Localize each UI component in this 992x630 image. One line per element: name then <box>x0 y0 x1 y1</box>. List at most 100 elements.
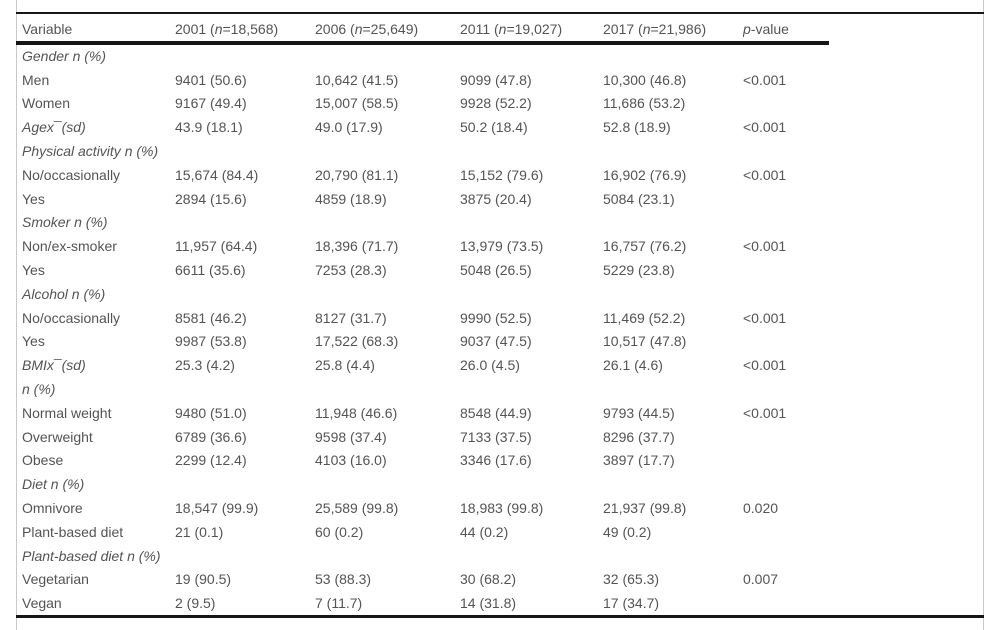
value-cell: 11,686 (53.2) <box>603 95 686 112</box>
p-value-cell <box>743 449 984 473</box>
value-cell: 25.3 (4.2) <box>175 357 235 374</box>
value-cell: 11,948 (46.6) <box>315 404 398 421</box>
value-cell: 26.1 (4.6) <box>603 357 663 374</box>
row-label: Yes <box>22 190 45 207</box>
cohort-summary-table: Variable 2001 (n=18,568) 2006 (n=25,649)… <box>16 12 984 619</box>
value-cell: 25.8 (4.4) <box>315 357 375 374</box>
value-cell: 9987 (53.8) <box>175 333 247 350</box>
value-cell: 15,674 (84.4) <box>175 166 259 183</box>
row-label: Overweight <box>22 428 93 445</box>
value-cell: 32 (65.3) <box>603 571 660 588</box>
value-cell: 9167 (49.4) <box>175 95 247 112</box>
value-cell: 13,979 (73.5) <box>460 238 544 255</box>
value-cell: 9793 (44.5) <box>603 404 675 421</box>
value-cell: 52.8 (18.9) <box>603 119 671 136</box>
section-label: Alcohol n (%) <box>22 285 106 302</box>
value-cell: 8581 (46.2) <box>175 309 247 326</box>
value-cell: 17,522 (68.3) <box>315 333 399 350</box>
value-cell: 14 (31.8) <box>460 595 517 612</box>
table-row: Agex¯(sd) 43.9 (18.1) 49.0 (17.9) 50.2 (18.… <box>16 115 984 139</box>
row-label: BMIx¯(sd) <box>22 357 86 374</box>
section-row: Smoker n (%) <box>16 211 984 235</box>
section-label: Plant-based diet n (%) <box>22 547 161 564</box>
column-header-2011: 2011 (n=19,027) <box>460 13 603 44</box>
table-body: Gender n (%) Men 9401 (50.6) 10,642 (41.5) 9… <box>16 44 984 617</box>
n-count: =25,649) <box>362 21 419 37</box>
row-label: Vegan <box>22 595 62 612</box>
value-cell: 5229 (23.8) <box>603 262 675 279</box>
header-row: Variable 2001 (n=18,568) 2006 (n=25,649)… <box>16 13 984 44</box>
value-cell: 10,517 (47.8) <box>603 333 687 350</box>
table-row: Obese 2299 (12.4) 4103 (16.0) 3346 (17.6) 38… <box>16 449 984 473</box>
table-row: Omnivore 18,547 (99.9) 25,589 (99.8) 18,983… <box>16 496 984 520</box>
section-row: Physical activity n (%) <box>16 139 984 163</box>
value-cell: 8127 (31.7) <box>315 309 387 326</box>
n-count: =21,986) <box>650 21 707 37</box>
year-label: 2006 ( <box>315 21 355 37</box>
value-cell: 11,469 (52.2) <box>603 309 686 326</box>
table-row: Non/ex-smoker 11,957 (64.4) 18,396 (71.7) 1… <box>16 234 984 258</box>
row-label: Omnivore <box>22 500 83 517</box>
p-value-cell <box>743 520 984 544</box>
value-cell: 18,547 (99.9) <box>175 500 259 517</box>
column-header-pvalue: p-value <box>743 13 984 44</box>
value-cell: 2299 (12.4) <box>175 452 247 469</box>
table-row: Yes 6611 (35.6) 7253 (28.3) 5048 (26.5) 5229… <box>16 258 984 282</box>
value-cell: 8296 (37.7) <box>603 428 675 445</box>
p-value-cell: <0.001 <box>743 166 787 183</box>
column-header-2017: 2017 (n=21,986) <box>603 13 743 44</box>
value-cell: 8548 (44.9) <box>460 404 532 421</box>
year-label: 2001 ( <box>175 21 215 37</box>
value-cell: 4103 (16.0) <box>315 452 387 469</box>
value-cell: 7 (11.7) <box>315 595 363 612</box>
p-value-cell: <0.001 <box>743 404 787 421</box>
table-header: Variable 2001 (n=18,568) 2006 (n=25,649)… <box>16 13 984 44</box>
value-cell: 25,589 (99.8) <box>315 500 399 517</box>
p-value-label: -value <box>750 21 789 37</box>
value-cell: 3897 (17.7) <box>603 452 675 469</box>
value-cell: 21 (0.1) <box>175 523 224 540</box>
row-label: No/occasionally <box>22 166 121 183</box>
n-symbol: n <box>354 21 363 37</box>
row-label: Plant-based diet <box>22 523 124 540</box>
page-left-border <box>16 0 17 630</box>
value-cell: 4859 (18.9) <box>315 190 387 207</box>
row-label: No/occasionally <box>22 309 121 326</box>
p-value-cell <box>743 258 984 282</box>
value-cell: 43.9 (18.1) <box>175 119 243 136</box>
table-row: Yes 2894 (15.6) 4859 (18.9) 3875 (20.4) 5084… <box>16 187 984 211</box>
n-count: =18,568) <box>222 21 279 37</box>
value-cell: 60 (0.2) <box>315 523 364 540</box>
p-value-cell <box>743 187 984 211</box>
value-cell: 16,757 (76.2) <box>603 238 687 255</box>
value-cell: 18,983 (99.8) <box>460 500 544 517</box>
table-row: Normal weight 9480 (51.0) 11,948 (46.6) 854… <box>16 401 984 425</box>
row-label: Yes <box>22 333 45 350</box>
section-row: n (%) <box>16 377 984 401</box>
value-cell: 15,007 (58.5) <box>315 95 399 112</box>
p-value-cell: 0.020 <box>743 500 779 517</box>
table-row: Plant-based diet 21 (0.1) 60 (0.2) 44 (0.2)… <box>16 520 984 544</box>
row-label: Agex¯(sd) <box>22 119 86 136</box>
value-cell: 3346 (17.6) <box>460 452 532 469</box>
n-symbol: n <box>498 21 507 37</box>
value-cell: 5048 (26.5) <box>460 262 532 279</box>
value-cell: 18,396 (71.7) <box>315 238 399 255</box>
p-value-cell <box>743 425 984 449</box>
value-cell: 9480 (51.0) <box>175 404 247 421</box>
n-symbol: n <box>642 21 651 37</box>
value-cell: 30 (68.2) <box>460 571 517 588</box>
value-cell: 9990 (52.5) <box>460 309 532 326</box>
section-label: Smoker n (%) <box>22 214 108 231</box>
value-cell: 19 (90.5) <box>175 571 232 588</box>
table-row: BMIx¯(sd) 25.3 (4.2) 25.8 (4.4) 26.0 (4.5) 2… <box>16 353 984 377</box>
value-cell: 2894 (15.6) <box>175 190 247 207</box>
section-label: Diet n (%) <box>22 476 85 493</box>
section-row: Gender n (%) <box>16 44 984 68</box>
row-label: Men <box>22 71 50 88</box>
p-value-cell: <0.001 <box>743 357 787 374</box>
value-cell: 6611 (35.6) <box>175 262 246 279</box>
row-label: Vegetarian <box>22 571 89 588</box>
p-value-cell <box>743 330 984 354</box>
